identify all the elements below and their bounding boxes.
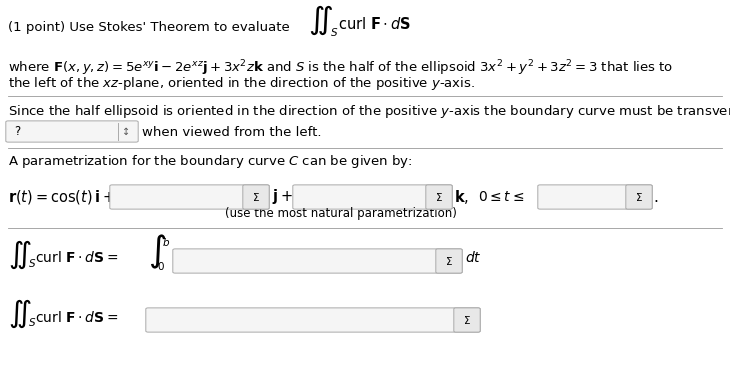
Text: curl $\mathbf{F} \cdot d\mathbf{S}$: curl $\mathbf{F} \cdot d\mathbf{S}$ [338, 16, 411, 32]
Text: $\Sigma$: $\Sigma$ [252, 191, 260, 203]
Text: the left of the $xz$-plane, oriented in the direction of the positive $y$-axis.: the left of the $xz$-plane, oriented in … [8, 74, 475, 92]
Text: A parametrization for the boundary curve $C$ can be given by:: A parametrization for the boundary curve… [8, 154, 412, 170]
Text: $\mathbf{j}+$: $\mathbf{j}+$ [272, 187, 293, 206]
FancyBboxPatch shape [538, 185, 652, 209]
Text: $\iint$: $\iint$ [308, 3, 333, 37]
FancyBboxPatch shape [173, 249, 462, 273]
FancyBboxPatch shape [436, 249, 462, 273]
Text: $S$: $S$ [28, 316, 36, 328]
Text: $dt$: $dt$ [465, 250, 482, 266]
Text: $\iint$: $\iint$ [8, 298, 31, 330]
Text: $S$: $S$ [28, 257, 36, 269]
Text: curl $\mathbf{F} \cdot d\mathbf{S} =$: curl $\mathbf{F} \cdot d\mathbf{S} =$ [35, 310, 118, 324]
FancyBboxPatch shape [293, 185, 452, 209]
Text: Since the half ellipsoid is oriented in the direction of the positive $y$-axis t: Since the half ellipsoid is oriented in … [8, 103, 730, 121]
FancyBboxPatch shape [110, 185, 269, 209]
FancyBboxPatch shape [426, 185, 452, 209]
Text: $0 \leq t \leq$: $0 \leq t \leq$ [478, 190, 524, 204]
Text: when viewed from the left.: when viewed from the left. [142, 125, 321, 138]
Text: .: . [653, 189, 658, 205]
Text: $\Sigma$: $\Sigma$ [463, 314, 471, 326]
Text: (1 point) Use Stokes' Theorem to evaluate: (1 point) Use Stokes' Theorem to evaluat… [8, 22, 290, 35]
FancyBboxPatch shape [454, 308, 480, 332]
Text: $\Sigma$: $\Sigma$ [635, 191, 643, 203]
Text: $\mathbf{r}(t) = \cos(t)\,\mathbf{i}+$: $\mathbf{r}(t) = \cos(t)\,\mathbf{i}+$ [8, 188, 115, 206]
Text: curl $\mathbf{F} \cdot d\mathbf{S} =$: curl $\mathbf{F} \cdot d\mathbf{S} =$ [35, 250, 118, 266]
FancyBboxPatch shape [146, 308, 480, 332]
FancyBboxPatch shape [243, 185, 269, 209]
Text: ?: ? [14, 125, 20, 138]
Text: ↕: ↕ [122, 126, 130, 137]
FancyBboxPatch shape [6, 121, 138, 142]
Text: $0$: $0$ [157, 260, 165, 272]
Text: $\int$: $\int$ [148, 233, 166, 271]
Text: where $\mathbf{F}(x, y, z) = 5e^{xy}\mathbf{i} - 2e^{xz}\mathbf{j} + 3x^2z\mathb: where $\mathbf{F}(x, y, z) = 5e^{xy}\mat… [8, 58, 673, 78]
FancyBboxPatch shape [626, 185, 652, 209]
Text: $\iint$: $\iint$ [8, 239, 31, 271]
Text: $\Sigma$: $\Sigma$ [435, 191, 443, 203]
Text: $S$: $S$ [330, 26, 338, 38]
Text: (use the most natural parametrization): (use the most natural parametrization) [225, 208, 457, 221]
Text: $\mathbf{k},$: $\mathbf{k},$ [454, 188, 469, 206]
Text: $\Sigma$: $\Sigma$ [445, 255, 453, 267]
Text: $b$: $b$ [162, 236, 170, 248]
